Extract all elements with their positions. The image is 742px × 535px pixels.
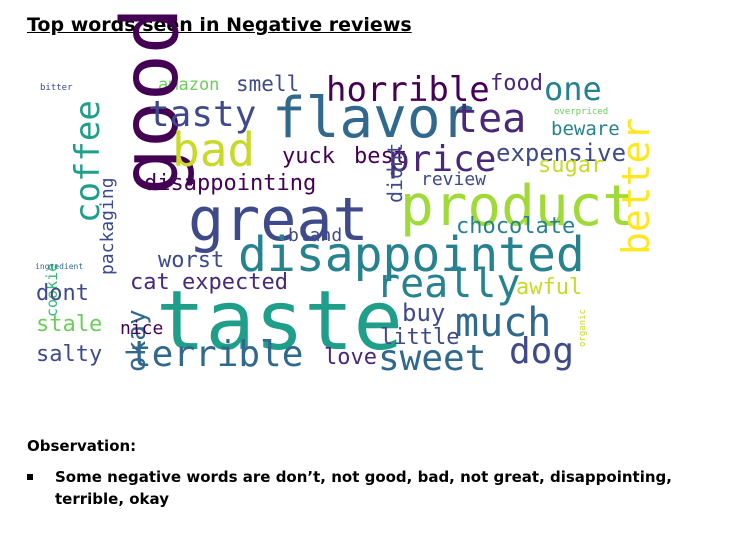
cloud-word: overpriced: [554, 107, 609, 117]
cloud-word: dont: [36, 281, 89, 306]
cloud-word: price: [388, 139, 497, 180]
cloud-word: sweet: [378, 338, 487, 379]
cloud-word: little: [380, 325, 460, 350]
cloud-word: great: [188, 185, 369, 255]
cloud-word: food: [490, 71, 543, 96]
cloud-word: awful: [516, 275, 583, 300]
observation-bullet: Some negative words are don’t, not good,…: [27, 466, 707, 510]
page-heading: Top words seen in Negative reviews: [27, 14, 412, 36]
cloud-word: sugar: [538, 153, 605, 178]
cloud-word: review: [421, 169, 487, 190]
observation-text: Some negative words are don’t, not good,…: [55, 468, 672, 508]
cloud-word: bland: [288, 225, 343, 246]
cloud-word: nice: [120, 318, 164, 339]
cloud-word: disappointed: [238, 227, 585, 283]
cloud-word: really: [376, 261, 521, 307]
cloud-word: flavor: [272, 86, 475, 151]
cloud-word: better: [614, 117, 658, 255]
cloud-word: best: [354, 144, 407, 169]
cloud-word: organic: [578, 309, 588, 347]
cloud-word: cat: [130, 270, 170, 295]
cloud-word: bitter: [40, 83, 73, 93]
cloud-word: tea: [454, 96, 527, 142]
cloud-word: buy: [402, 299, 446, 327]
cloud-word: amazon: [158, 75, 220, 95]
cloud-word: smell: [236, 72, 300, 96]
cloud-word: one: [544, 70, 602, 108]
observation-list: Some negative words are don’t, not good,…: [27, 466, 707, 510]
cloud-word: terrible: [130, 334, 304, 375]
observation-label: Observation:: [27, 437, 137, 455]
cloud-word: bad: [172, 123, 256, 177]
word-cloud: bitter amazon smell horrible food one good tast…: [30, 7, 658, 385]
cloud-word: horrible: [326, 70, 490, 110]
cloud-word: expensive: [496, 139, 627, 167]
cloud-word: worst: [158, 248, 225, 273]
cloud-word: disappointing: [144, 171, 317, 196]
cloud-word: chocolate: [456, 214, 576, 239]
cloud-word: stale: [36, 312, 103, 337]
cloud-word: yuck: [282, 144, 335, 169]
cloud-word: salty: [36, 342, 103, 367]
cloud-word: dog: [509, 331, 575, 372]
cloud-word: beware: [551, 118, 620, 140]
cloud-word: ingredient: [35, 262, 84, 271]
cloud-word: product: [400, 174, 637, 239]
cloud-word: much: [455, 300, 552, 346]
cloud-word: taste: [156, 274, 403, 369]
square-bullet-icon: [27, 474, 33, 480]
cloud-word: love: [324, 345, 377, 370]
cloud-word: tasty: [148, 94, 257, 135]
cloud-word: didnt: [383, 142, 407, 203]
cloud-word: expected: [182, 270, 288, 295]
cloud-word: packaging: [97, 177, 118, 275]
